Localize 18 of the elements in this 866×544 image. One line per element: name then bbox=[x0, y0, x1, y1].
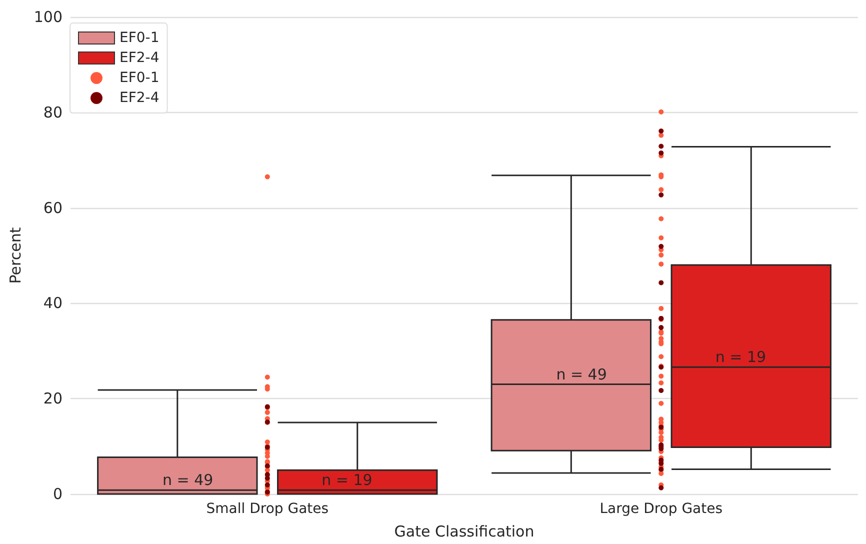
annotation: n = 19 bbox=[715, 348, 766, 366]
y-tick-label: 0 bbox=[52, 485, 63, 503]
y-tick-label: 80 bbox=[43, 103, 63, 122]
legend-label: EF0-1 bbox=[120, 70, 160, 86]
y-tick-label: 40 bbox=[43, 294, 63, 312]
annotation: n = 19 bbox=[322, 471, 372, 490]
x-tick-label: Large Drop Gates bbox=[600, 501, 723, 517]
legend-label: EF0-1 bbox=[120, 30, 160, 46]
annotation: n = 49 bbox=[556, 365, 607, 384]
legend-label: EF2-4 bbox=[120, 90, 160, 106]
x-axis-title: Gate Classification bbox=[394, 522, 534, 540]
y-tick-label: 60 bbox=[43, 198, 63, 217]
annotation: n = 49 bbox=[162, 471, 214, 490]
y-tick-label: 20 bbox=[43, 390, 63, 408]
legend-label: EF2-4 bbox=[120, 50, 160, 66]
y-axis-title: Percent bbox=[6, 227, 24, 284]
x-tick-label: Small Drop Gates bbox=[206, 501, 329, 517]
y-tick-label: 100 bbox=[34, 8, 63, 26]
